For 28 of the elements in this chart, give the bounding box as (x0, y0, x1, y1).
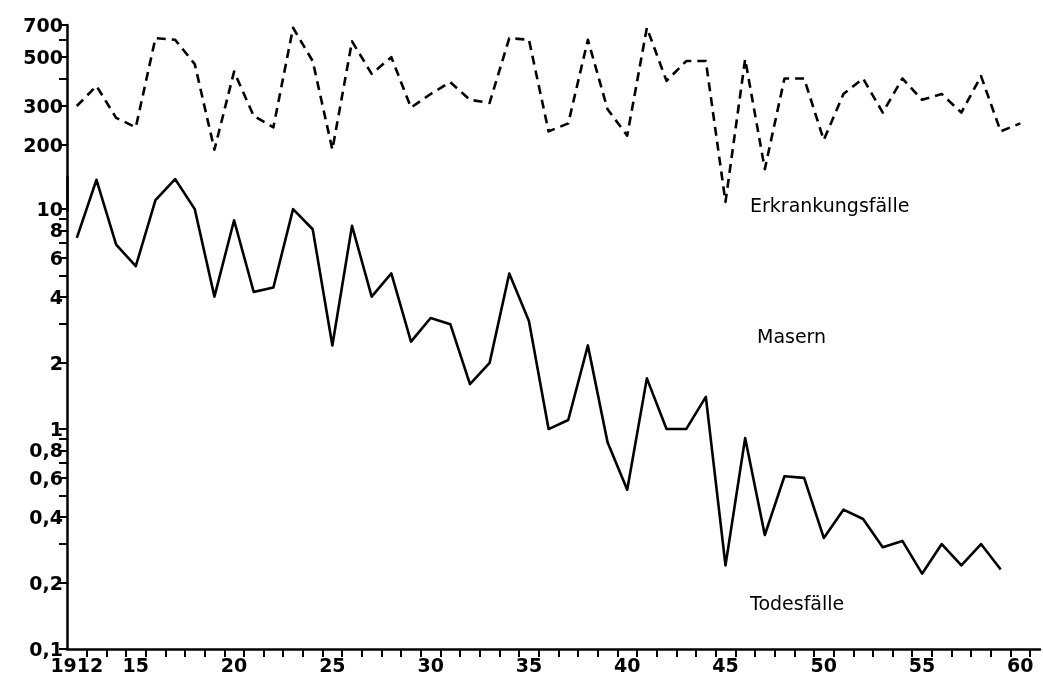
x-tick-label: 30 (417, 653, 444, 676)
x-tick-label: 35 (515, 653, 543, 676)
y-tick-label: 0,6 (29, 466, 63, 489)
x-tick-label: 60 (1007, 653, 1034, 676)
y-tick-label: 0,4 (29, 505, 63, 528)
y-tick-label: 300 (23, 94, 63, 117)
x-tick-label: 50 (810, 653, 837, 676)
x-tick-label: 40 (613, 653, 641, 676)
y-tick-label: 6 (49, 246, 63, 269)
annotation: Masern (757, 324, 827, 347)
y-tick-label: 4 (49, 285, 63, 308)
y-tick-label: 2 (49, 351, 63, 374)
x-tick-label: 15 (122, 653, 150, 676)
y-tick-label: 1 (49, 418, 63, 441)
x-tick-label: 55 (908, 653, 936, 676)
y-tick-label: 0,2 (29, 571, 63, 594)
y-tick-label: 700 (23, 14, 63, 36)
series-label: Todesfälle (749, 591, 845, 614)
series-label: Erkrankungsfälle (750, 193, 910, 216)
y-tick-label: 0,8 (29, 439, 63, 462)
y-tick-label: 10 (36, 198, 63, 221)
line-series (75, 177, 1002, 575)
x-tick-label: 20 (220, 653, 248, 676)
y-tick-label: 8 (49, 219, 63, 242)
y-tick-label: 500 (23, 46, 63, 69)
x-tick-label: 25 (319, 653, 346, 676)
y-tick-label: 200 (23, 133, 63, 156)
x-tick-label: 45 (712, 653, 739, 676)
